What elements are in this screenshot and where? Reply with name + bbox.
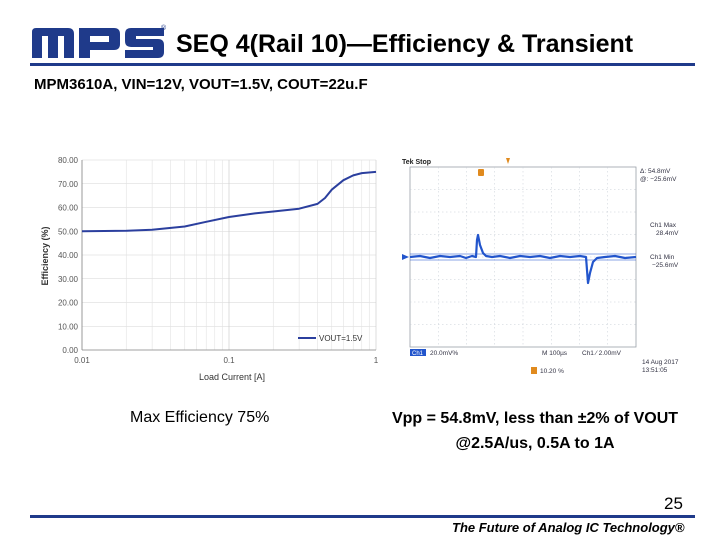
- y-axis-ticks: 0.00 10.00 20.00 30.00 40.00 50.00 60.00 70.00 8…: [58, 156, 79, 355]
- ch1-min-label: Ch1 Min: [650, 254, 675, 261]
- ch1-max-value: 28.4mV: [656, 230, 679, 237]
- legend-label: VOUT=1.5V: [319, 334, 363, 343]
- y-axis-label: Efficiency (%): [40, 226, 50, 285]
- slide-title: SEQ 4(Rail 10)—Efficiency & Transient: [176, 30, 634, 58]
- x-axis-label: Load Current [A]: [199, 372, 265, 382]
- efficiency-series-line: [81, 170, 377, 233]
- trigger-position-readout: 10.20 %: [540, 368, 564, 375]
- y-tick-label: 80.00: [58, 156, 79, 165]
- transient-caption-line2: @2.5A/us, 0.5A to 1A: [455, 435, 615, 452]
- transient-caption: Vpp = 54.8mV, less than ±2% of VOUT @2.5…: [340, 406, 720, 456]
- date-readout: 14 Aug 2017: [642, 359, 679, 366]
- cursor-position-readout: @: −25.6mV: [640, 176, 677, 183]
- transient-caption-line1: Vpp = 54.8mV, less than ±2% of VOUT: [391, 410, 679, 427]
- ch1-badge: [410, 349, 426, 356]
- ch1-max-label: Ch1 Max: [650, 222, 677, 229]
- chart-series: [81, 170, 377, 233]
- x-axis-ticks: 0.01 0.1 1: [74, 356, 379, 365]
- x-tick-label: 0.01: [74, 356, 90, 365]
- y-tick-label: 40.00: [58, 251, 79, 260]
- cursor-delta-readout: Δ: 54.8mV: [640, 168, 671, 175]
- efficiency-chart: 0.00 10.00 20.00 30.00 40.00 50.00 60.00 70.00 8…: [40, 156, 379, 382]
- y-tick-label: 20.00: [58, 299, 79, 308]
- timebase-readout: M 100µs: [542, 350, 568, 357]
- y-tick-label: 0.00: [62, 346, 78, 355]
- efficiency-caption: Max Efficiency 75%: [130, 409, 270, 426]
- time-readout: 13:51:05: [642, 367, 668, 374]
- top-divider: [30, 63, 695, 66]
- trigger-level-icon: [478, 169, 484, 176]
- scope-grid: [410, 167, 636, 347]
- x-tick-label: 0.1: [223, 356, 235, 365]
- trigger-position-icon: [506, 158, 510, 164]
- x-tick-label: 1: [374, 356, 379, 365]
- test-conditions: MPM3610A, VIN=12V, VOUT=1.5V, COUT=22u.F: [34, 76, 368, 93]
- trigger-readout: Ch1 ∕ 2.00mV: [582, 350, 622, 357]
- footer-tagline: The Future of Analog IC Technology®: [452, 520, 685, 535]
- y-tick-label: 30.00: [58, 275, 79, 284]
- ch1-scale-readout: 20.0mV%: [430, 350, 458, 357]
- scope-status: Tek Stop: [402, 159, 431, 166]
- y-tick-label: 50.00: [58, 227, 79, 236]
- svg-text:®: ®: [161, 24, 167, 32]
- y-tick-label: 60.00: [58, 204, 79, 213]
- channel1-ground-marker-icon: [402, 254, 409, 260]
- chart-legend: VOUT=1.5V: [298, 334, 363, 343]
- ch1-waveform: [409, 233, 637, 285]
- mps-logo: ®: [32, 24, 167, 58]
- oscilloscope-capture: Tek Stop Δ: 54.8mV @: −25.6mV Ch1 Max 28…: [400, 155, 696, 380]
- bottom-divider: [30, 515, 695, 518]
- waveform-noise: [410, 253, 636, 261]
- trigger-position-badge-icon: [531, 367, 537, 374]
- page-number: 25: [664, 494, 683, 513]
- ch1-min-value: −25.6mV: [652, 262, 679, 269]
- y-tick-label: 70.00: [58, 180, 79, 189]
- ch1-badge-label: Ch1: [412, 351, 424, 357]
- y-tick-label: 10.00: [58, 322, 79, 331]
